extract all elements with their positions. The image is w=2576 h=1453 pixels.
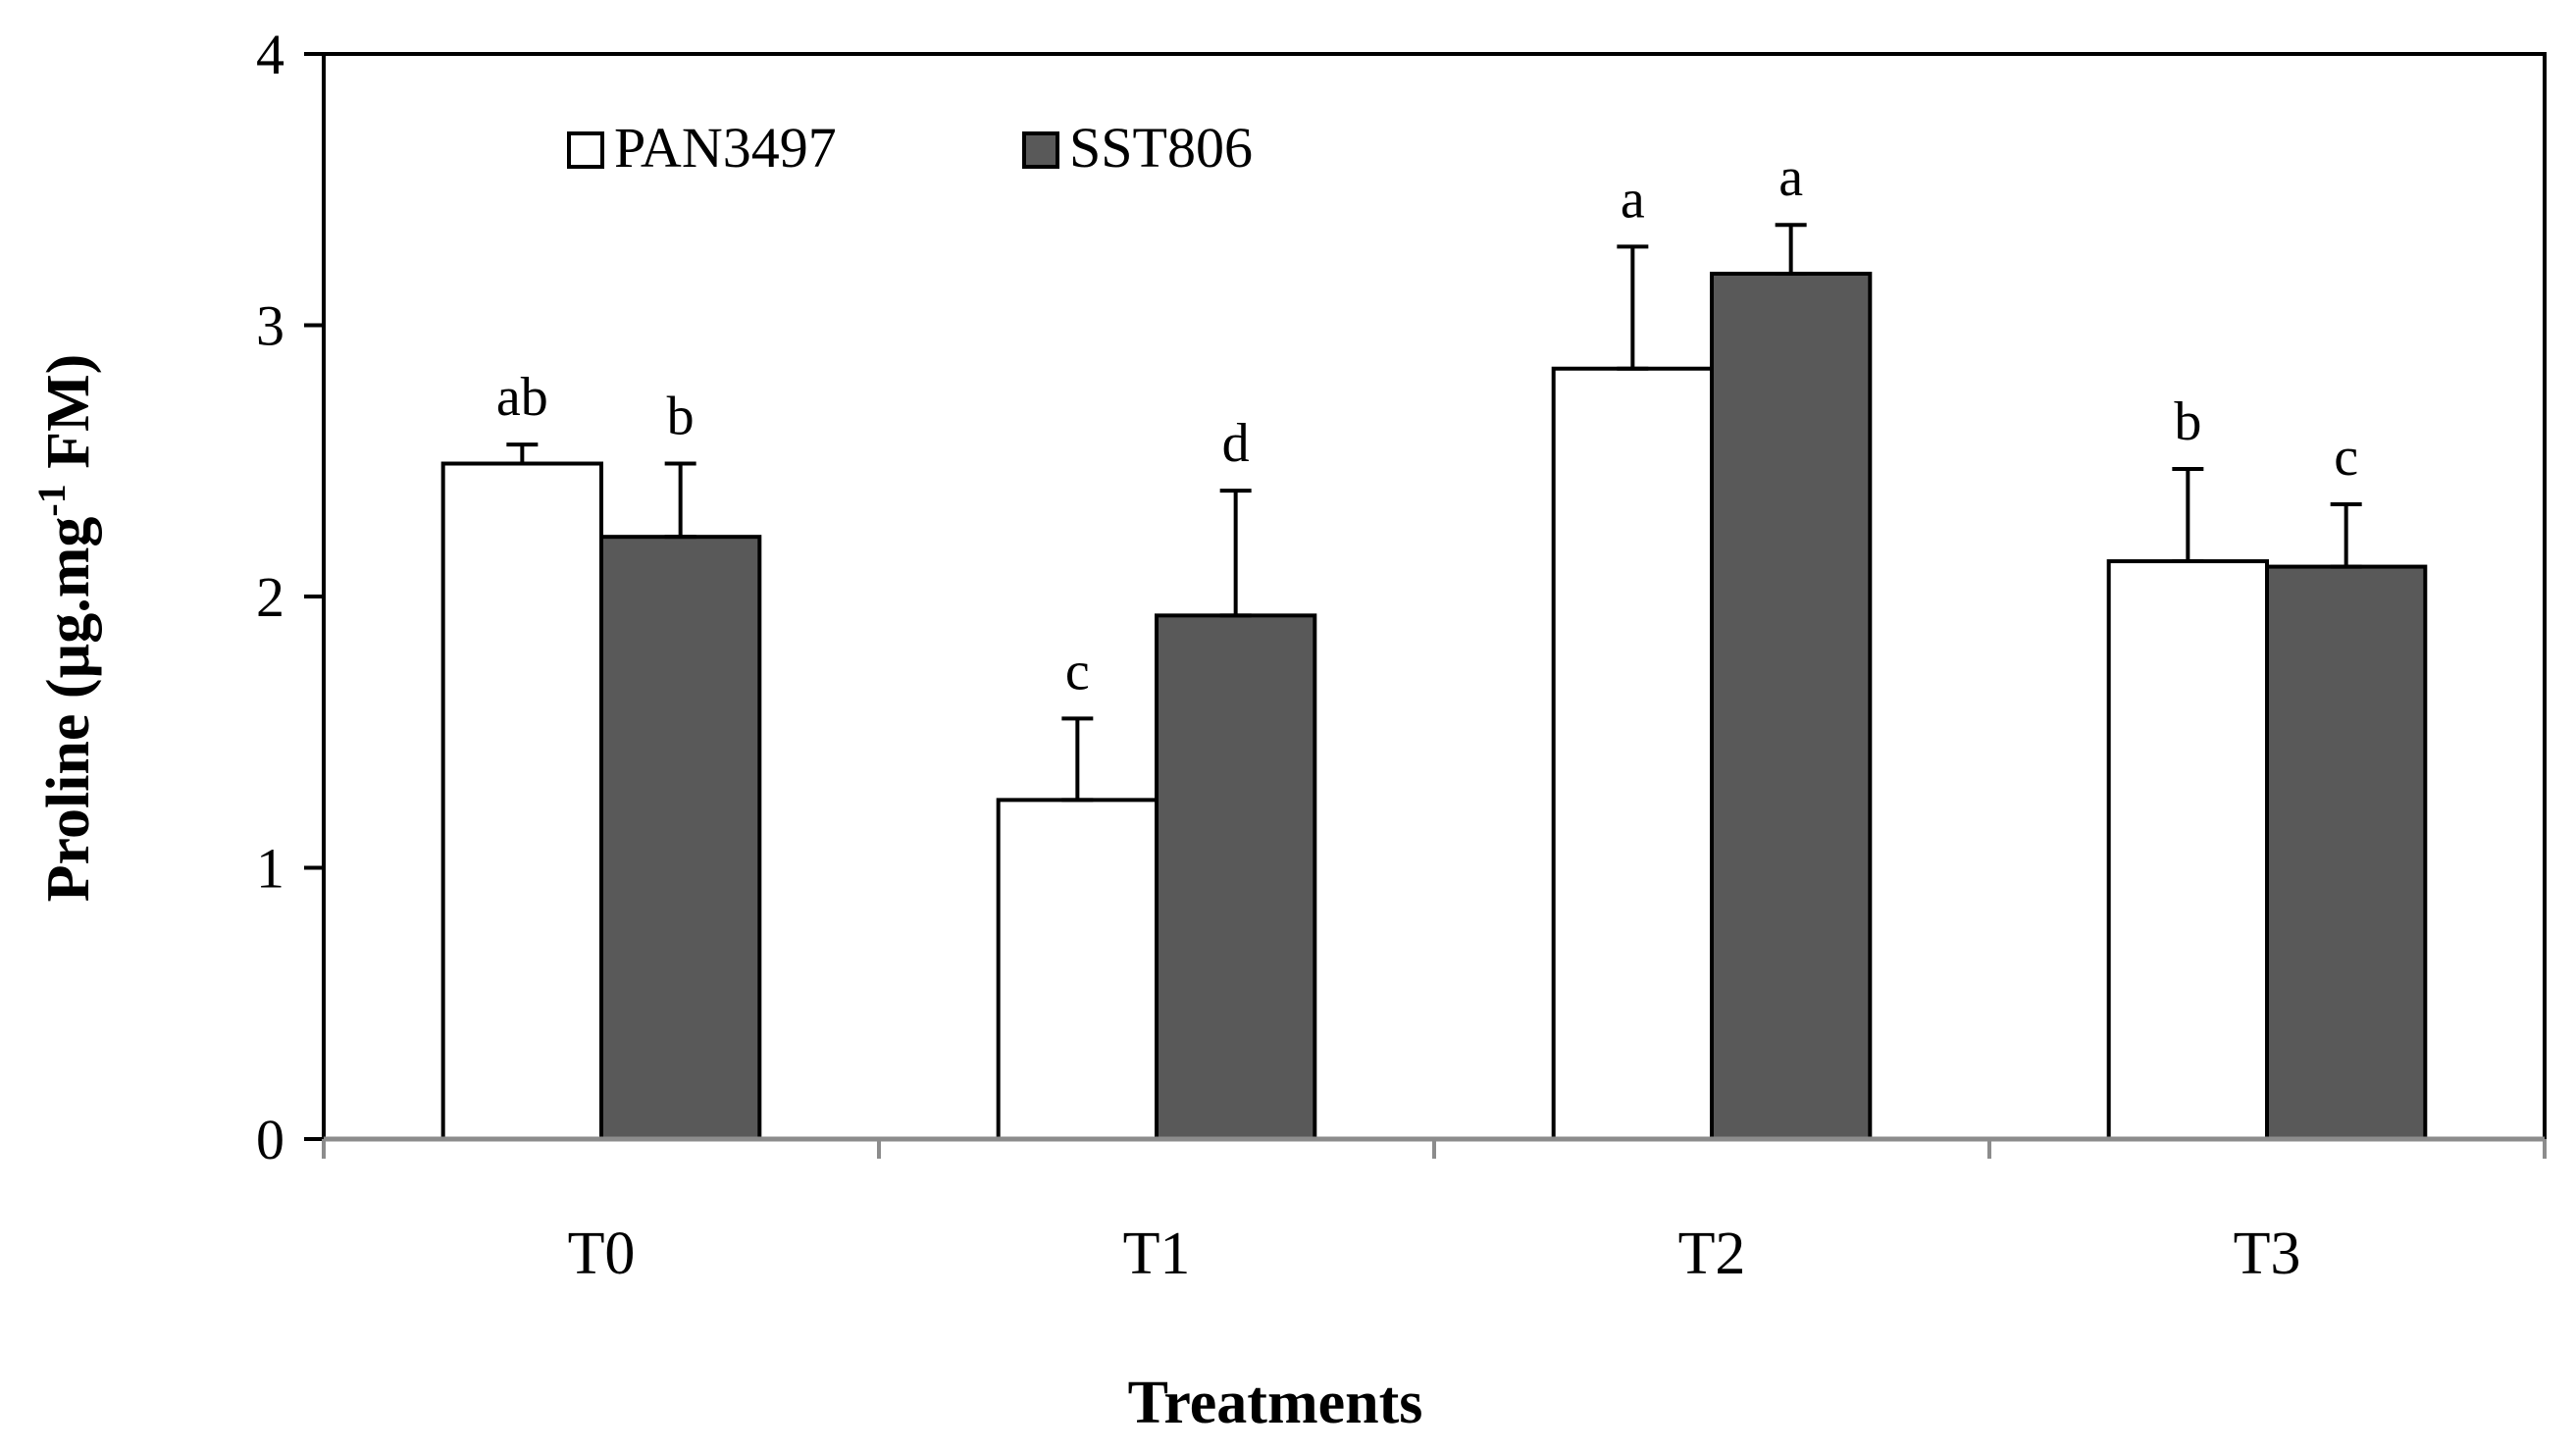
significance-letter-PAN3497-T1: c bbox=[1065, 641, 1090, 701]
legend-swatch-PAN3497 bbox=[567, 131, 604, 169]
significance-letter-SST806-T1: d bbox=[1222, 413, 1250, 474]
bar-SST806-T2 bbox=[1710, 271, 1873, 1141]
y-tick-label-1: 1 bbox=[256, 837, 284, 901]
x-tick-label-T1: T1 bbox=[1123, 1220, 1191, 1287]
y-axis-title-superscript: -1 bbox=[29, 484, 74, 516]
significance-letter-SST806-T0: b bbox=[667, 387, 695, 447]
legend-swatch-SST806 bbox=[1022, 131, 1059, 169]
y-axis-title-main: Proline (µg.mg bbox=[35, 517, 102, 903]
x-tick-label-T2: T2 bbox=[1678, 1220, 1746, 1287]
bar-PAN3497-T1 bbox=[996, 798, 1159, 1141]
x-tick-label-T3: T3 bbox=[2234, 1220, 2301, 1287]
y-axis-title: Proline (µg.mg-1 FM) bbox=[29, 354, 102, 903]
x-axis: T0 T1 T2 T3 bbox=[322, 1136, 2547, 1287]
bar-PAN3497-T3 bbox=[2106, 559, 2269, 1141]
significance-letter-SST806-T3: c bbox=[2334, 427, 2358, 488]
significance-letter-PAN3497-T3: b bbox=[2174, 391, 2201, 452]
significance-letter-PAN3497-T0: ab bbox=[496, 367, 548, 428]
bar-PAN3497-T2 bbox=[1551, 366, 1714, 1141]
y-axis-title-tail: FM) bbox=[35, 354, 102, 485]
y-tick-label-3: 3 bbox=[256, 294, 284, 358]
x-tick-label-T0: T0 bbox=[568, 1220, 636, 1287]
y-tick-label-4: 4 bbox=[256, 23, 284, 86]
legend-label-SST806: SST806 bbox=[1069, 116, 1253, 180]
bar-SST806-T1 bbox=[1155, 613, 1317, 1141]
x-axis-title: Treatments bbox=[1128, 1370, 1423, 1436]
legend: PAN3497 SST806 bbox=[567, 116, 1253, 180]
bar-SST806-T3 bbox=[2265, 564, 2428, 1141]
significance-letter-PAN3497-T2: a bbox=[1621, 169, 1645, 230]
y-axis: 0 1 2 3 4 bbox=[256, 23, 324, 1171]
bar-SST806-T0 bbox=[599, 535, 762, 1141]
bar-PAN3497-T0 bbox=[440, 461, 603, 1141]
legend-label-PAN3497: PAN3497 bbox=[614, 116, 837, 180]
significance-letter-SST806-T2: a bbox=[1778, 147, 1803, 208]
y-tick-label-0: 0 bbox=[256, 1108, 284, 1171]
y-tick-label-2: 2 bbox=[256, 565, 284, 629]
